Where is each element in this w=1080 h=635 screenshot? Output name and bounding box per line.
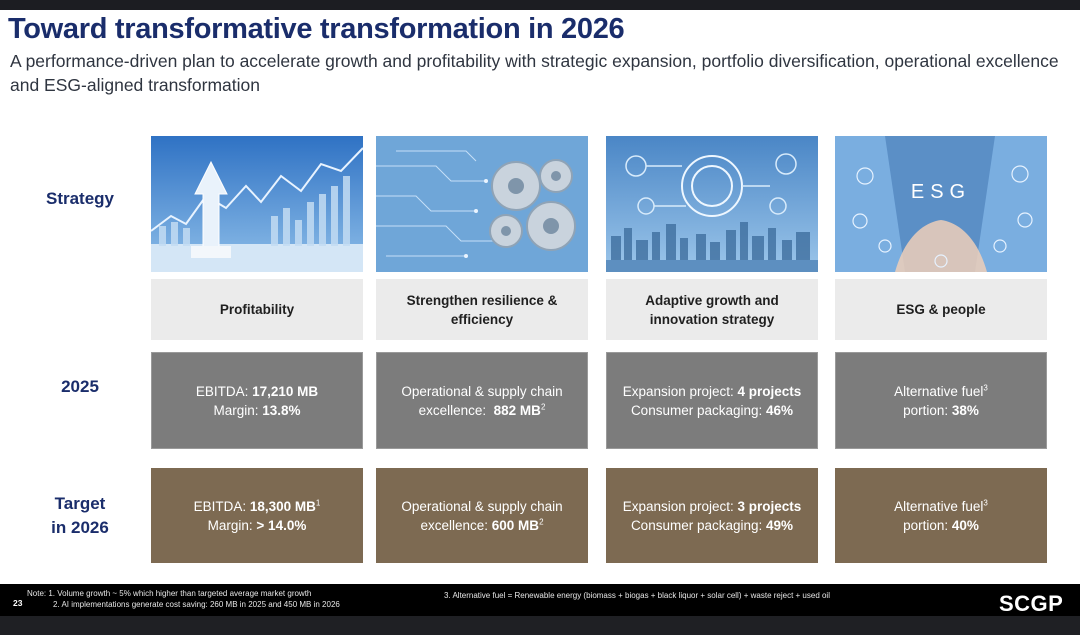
cell-line: Alternative fuel3 xyxy=(894,498,988,514)
slide-subtitle: A performance-driven plan to accelerate … xyxy=(10,51,1059,95)
row-label-2025: 2025 xyxy=(61,377,99,396)
gears-circuit-image xyxy=(376,136,588,272)
page-number: 23 xyxy=(13,598,23,608)
esg-image-text: ESG xyxy=(911,181,971,203)
row-label-target-line1: Target xyxy=(54,494,106,513)
column-header-resilience: Strengthen resilience & efficiency xyxy=(376,279,588,340)
cell-line: portion: 40% xyxy=(903,517,979,533)
cell-2025-esg: Alternative fuel3 portion: 38% xyxy=(835,352,1047,449)
footnote-2: 2. AI implementations generate cost savi… xyxy=(53,599,340,609)
cell-target-growth: Expansion project: 3 projects Consumer p… xyxy=(606,468,818,563)
footnotes: Note: 1. Volume growth ~ 5% which higher… xyxy=(27,589,340,610)
row-label-strategy: Strategy xyxy=(45,189,115,208)
cell-line: EBITDA: 17,210 MB xyxy=(195,383,319,399)
row-label-target: Target in 2026 xyxy=(20,492,140,540)
cell-target-esg: Alternative fuel3 portion: 40% xyxy=(835,468,1047,563)
cell-line: portion: 38% xyxy=(903,402,979,418)
cell-line: Expansion project: 3 projects xyxy=(622,498,802,514)
footnote-1: Note: 1. Volume growth ~ 5% which higher… xyxy=(27,589,312,598)
cell-line: excellence: 882 MB2 xyxy=(418,402,546,418)
cell-line: Operational & supply chain xyxy=(401,498,563,514)
cell-line: Expansion project: 4 projects xyxy=(622,383,802,399)
row-label-target-line2: in 2026 xyxy=(51,518,109,537)
cell-line: Consumer packaging: 46% xyxy=(630,402,794,418)
city-network-image xyxy=(606,136,818,272)
column-header-profitability: Profitability xyxy=(151,279,363,340)
cell-line: Consumer packaging: 49% xyxy=(630,517,794,533)
column-header-esg: ESG & people xyxy=(835,279,1047,340)
growth-chart-image xyxy=(151,136,363,272)
scgp-logo: SCGP xyxy=(999,591,1064,616)
cell-line: excellence: 600 MB2 xyxy=(420,517,544,533)
esg-hands-image: ESG xyxy=(835,136,1047,272)
column-header-growth: Adaptive growth and innovation strategy xyxy=(606,279,818,340)
cell-line: Margin: > 14.0% xyxy=(207,517,307,533)
cell-line: EBITDA: 18,300 MB1 xyxy=(193,498,321,514)
cell-2025-profitability: EBITDA: 17,210 MB Margin: 13.8% xyxy=(151,352,363,449)
cell-2025-growth: Expansion project: 4 projects Consumer p… xyxy=(606,352,818,449)
cell-line: Alternative fuel3 xyxy=(894,383,988,399)
cell-target-resilience: Operational & supply chain excellence: 6… xyxy=(376,468,588,563)
cell-target-profitability: EBITDA: 18,300 MB1 Margin: > 14.0% xyxy=(151,468,363,563)
bottom-band xyxy=(0,616,1080,635)
top-bar xyxy=(0,0,1080,10)
slide-title: Toward transformative transformation in … xyxy=(8,13,625,45)
cell-line: Operational & supply chain xyxy=(401,383,563,399)
footnote-3: 3. Alternative fuel = Renewable energy (… xyxy=(444,591,830,600)
cell-2025-resilience: Operational & supply chain excellence: 8… xyxy=(376,352,588,449)
cell-line: Margin: 13.8% xyxy=(213,402,301,418)
